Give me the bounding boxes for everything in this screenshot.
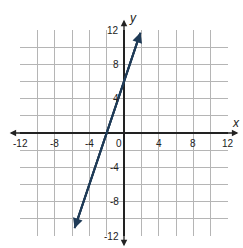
svg-text:4: 4 — [156, 138, 162, 149]
svg-text:12: 12 — [222, 138, 234, 149]
svg-text:12: 12 — [107, 25, 119, 36]
svg-text:-4: -4 — [85, 138, 94, 149]
svg-text:0: 0 — [116, 138, 122, 149]
svg-text:-12: -12 — [104, 231, 119, 242]
svg-text:8: 8 — [190, 138, 196, 149]
svg-text:-12: -12 — [13, 138, 28, 149]
svg-text:-8: -8 — [110, 196, 119, 207]
svg-text:4: 4 — [113, 93, 119, 104]
svg-text:-4: -4 — [110, 162, 119, 173]
svg-text:8: 8 — [113, 59, 119, 70]
svg-text:x: x — [232, 116, 240, 130]
svg-text:y: y — [129, 11, 137, 25]
svg-text:-8: -8 — [50, 138, 59, 149]
